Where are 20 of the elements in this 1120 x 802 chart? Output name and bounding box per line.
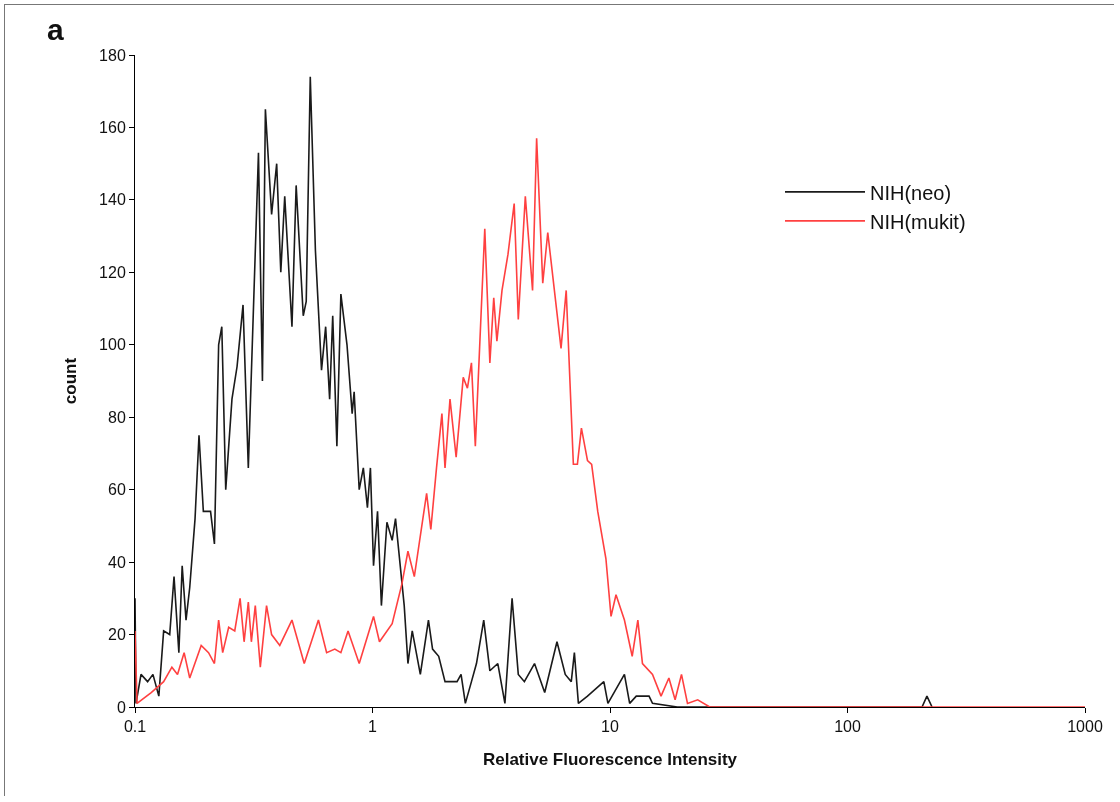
legend-label: NIH(mukit) [870, 210, 966, 233]
x-tick-label: 1000 [1067, 718, 1103, 736]
y-tick-label: 140 [99, 191, 126, 209]
y-tick-label: 120 [99, 263, 126, 281]
y-tick-label: 60 [108, 481, 126, 499]
y-tick-label: 40 [108, 553, 126, 571]
y-tick-label: 20 [108, 626, 126, 644]
legend-label: NIH(neo) [870, 181, 952, 204]
x-axis-title: Relative Fluorescence Intensity [482, 749, 738, 769]
x-tick-label: 100 [834, 718, 861, 736]
y-tick-label: 100 [99, 336, 126, 354]
x-tick-label: 10 [601, 718, 619, 736]
text: a [47, 13, 64, 46]
y-tick-label: 180 [99, 46, 126, 64]
y-tick-label: 80 [108, 408, 126, 426]
y-tick-label: 0 [116, 698, 126, 716]
x-tick-label: 0.1 [123, 718, 147, 736]
y-axis-title: count [60, 357, 80, 405]
x-tick-label: 1 [368, 718, 378, 736]
y-tick-label: 160 [99, 119, 126, 137]
